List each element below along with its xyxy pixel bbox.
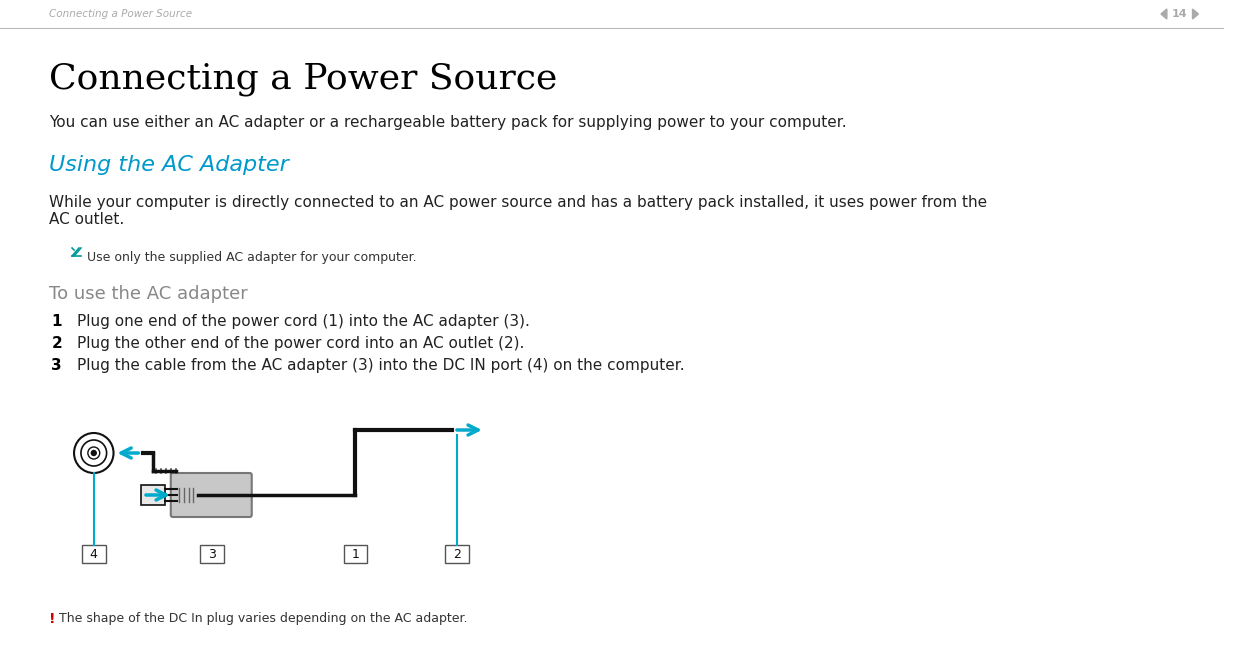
Text: Connecting a Power Source: Connecting a Power Source xyxy=(50,9,192,19)
Text: 1: 1 xyxy=(351,547,360,560)
Text: 4: 4 xyxy=(89,547,98,560)
Text: Plug the cable from the AC adapter (3) into the DC IN port (4) on the computer.: Plug the cable from the AC adapter (3) i… xyxy=(77,358,684,373)
Text: The shape of the DC In plug varies depending on the AC adapter.: The shape of the DC In plug varies depen… xyxy=(60,612,467,625)
Bar xyxy=(141,485,165,505)
Bar xyxy=(445,545,469,563)
Bar xyxy=(82,545,105,563)
Text: 3: 3 xyxy=(208,547,216,560)
Text: Use only the supplied AC adapter for your computer.: Use only the supplied AC adapter for you… xyxy=(87,251,417,264)
Bar xyxy=(201,545,224,563)
Bar xyxy=(343,545,367,563)
Text: 3: 3 xyxy=(51,358,62,373)
Text: Using the AC Adapter: Using the AC Adapter xyxy=(50,155,289,175)
Text: 2: 2 xyxy=(51,336,62,351)
Text: To use the AC adapter: To use the AC adapter xyxy=(50,285,248,303)
Text: 1: 1 xyxy=(51,314,62,329)
Text: Plug one end of the power cord (1) into the AC adapter (3).: Plug one end of the power cord (1) into … xyxy=(77,314,529,329)
Text: While your computer is directly connected to an AC power source and has a batter: While your computer is directly connecte… xyxy=(50,195,987,227)
Text: You can use either an AC adapter or a rechargeable battery pack for supplying po: You can use either an AC adapter or a re… xyxy=(50,115,847,130)
Polygon shape xyxy=(1193,9,1198,19)
Polygon shape xyxy=(1161,9,1167,19)
Text: Connecting a Power Source: Connecting a Power Source xyxy=(50,62,558,96)
Text: Plug the other end of the power cord into an AC outlet (2).: Plug the other end of the power cord int… xyxy=(77,336,525,351)
Text: 14: 14 xyxy=(1172,9,1188,19)
Circle shape xyxy=(92,451,97,455)
Text: !: ! xyxy=(50,612,56,626)
Text: 2: 2 xyxy=(453,547,461,560)
FancyBboxPatch shape xyxy=(171,473,252,517)
